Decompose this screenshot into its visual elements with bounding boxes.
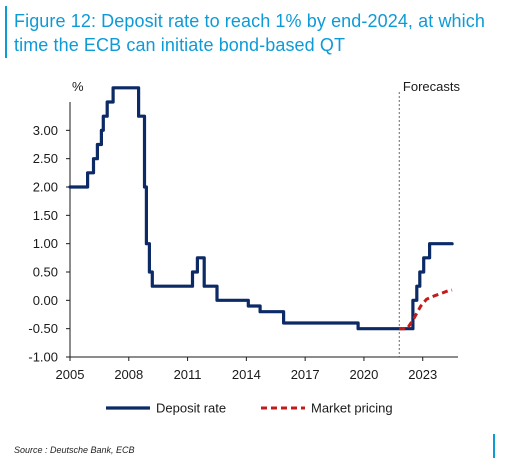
x-tick-label: 2020	[349, 367, 378, 382]
legend-label-market-pricing: Market pricing	[311, 401, 393, 416]
market-pricing-series-line	[399, 288, 453, 331]
x-tick-label: 2014	[232, 367, 261, 382]
forecast-label: Forecasts	[403, 79, 461, 94]
x-tick-label: 2008	[114, 367, 143, 382]
y-axis-unit-label: %	[72, 79, 84, 94]
y-tick-label: -1.00	[28, 350, 58, 365]
y-tick-label: 1.00	[33, 236, 58, 251]
y-tick-label: 0.00	[33, 293, 58, 308]
x-tick-label: 2005	[56, 367, 85, 382]
deposit-rate-series-line	[68, 86, 454, 331]
y-tick-label: 1.50	[33, 208, 58, 223]
y-tick-label: 0.50	[33, 265, 58, 280]
y-tick-label: 2.00	[33, 180, 58, 195]
y-tick-label: 3.00	[33, 123, 58, 138]
chart-title: Figure 12: Deposit rate to reach 1% by e…	[14, 11, 485, 55]
source-note: Source : Deutsche Bank, ECB	[14, 445, 135, 455]
legend-label-deposit-rate: Deposit rate	[156, 401, 226, 416]
x-tick-label: 2017	[291, 367, 320, 382]
title-accent-rule	[5, 6, 7, 58]
x-tick-label: 2023	[408, 367, 437, 382]
y-tick-label: -0.50	[28, 321, 58, 336]
x-tick-label: 2011	[174, 367, 202, 382]
y-tick-label: 2.50	[33, 151, 58, 166]
footer-accent-rule	[493, 434, 495, 458]
